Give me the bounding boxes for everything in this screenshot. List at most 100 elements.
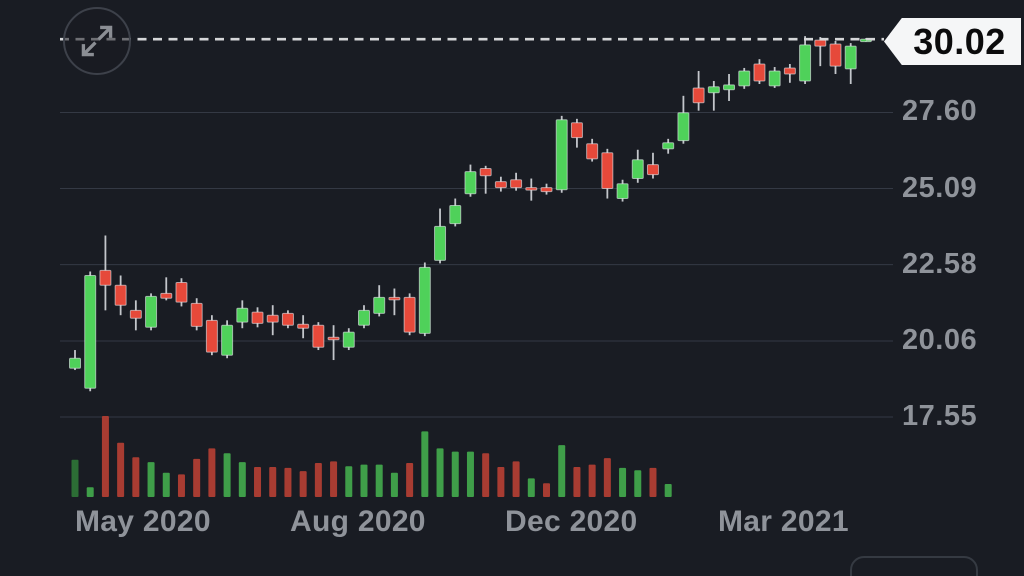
candle-down[interactable] <box>297 323 310 329</box>
volume-bar[interactable] <box>375 464 383 497</box>
candle-down[interactable] <box>251 311 264 324</box>
candle-up[interactable] <box>616 183 629 200</box>
candle-down[interactable] <box>114 284 127 306</box>
candle-up[interactable] <box>631 159 644 180</box>
bottom-right-partial-button[interactable] <box>850 556 978 576</box>
candle-up[interactable] <box>464 171 477 195</box>
volume-bar[interactable] <box>588 464 596 497</box>
volume-bar[interactable] <box>86 487 94 497</box>
candle-down[interactable] <box>175 281 188 303</box>
candle-up[interactable] <box>236 307 249 323</box>
y-axis-tick-label: 27.60 <box>902 95 978 128</box>
candle-down[interactable] <box>327 336 340 341</box>
candle-up[interactable] <box>342 331 355 348</box>
candle-down[interactable] <box>814 39 827 47</box>
volume-bar[interactable] <box>238 462 246 497</box>
candle-down[interactable] <box>99 269 112 286</box>
volume-bar[interactable] <box>208 448 216 497</box>
candle-down[interactable] <box>205 319 218 353</box>
candle-down[interactable] <box>601 152 614 190</box>
volume-bar[interactable] <box>634 470 642 497</box>
candle-down[interactable] <box>403 296 416 333</box>
expand-arrows-icon <box>81 25 113 57</box>
candle-up[interactable] <box>844 45 857 70</box>
volume-bar[interactable] <box>466 451 474 497</box>
expand-button[interactable] <box>63 7 131 75</box>
volume-bar[interactable] <box>269 467 277 497</box>
candle-down[interactable] <box>281 312 294 326</box>
candle-down[interactable] <box>570 122 583 139</box>
volume-bar[interactable] <box>330 461 338 497</box>
volume-bar[interactable] <box>254 467 262 497</box>
volume-bar[interactable] <box>162 472 170 497</box>
candle-up[interactable] <box>738 70 751 87</box>
candle-up[interactable] <box>707 86 720 94</box>
candle-down[interactable] <box>388 296 401 301</box>
volume-bar[interactable] <box>147 462 155 497</box>
candle-down[interactable] <box>312 324 325 348</box>
candle-up[interactable] <box>434 225 447 261</box>
candle-up[interactable] <box>677 112 690 142</box>
volume-bar[interactable] <box>299 471 307 497</box>
candle-down[interactable] <box>540 187 553 193</box>
volume-bar[interactable] <box>117 442 125 497</box>
candle-down[interactable] <box>646 164 659 176</box>
volume-bar[interactable] <box>512 461 520 497</box>
candle-up[interactable] <box>555 119 568 191</box>
candle-up[interactable] <box>145 295 158 328</box>
volume-bar[interactable] <box>527 478 535 497</box>
candle-down[interactable] <box>494 181 507 189</box>
volume-bar[interactable] <box>649 467 657 497</box>
candle-down[interactable] <box>586 143 599 160</box>
candle-up[interactable] <box>799 44 812 82</box>
volume-bar[interactable] <box>543 483 551 497</box>
volume-bar[interactable] <box>177 474 185 497</box>
volume-bar[interactable] <box>497 467 505 497</box>
y-axis-tick-label: 25.09 <box>902 171 978 204</box>
volume-bar[interactable] <box>223 453 231 497</box>
current-price-tag: 30.02 <box>884 18 1021 65</box>
candle-up[interactable] <box>418 266 431 334</box>
candle-down[interactable] <box>479 168 492 177</box>
volume-bar[interactable] <box>390 472 398 497</box>
volume-bar[interactable] <box>193 458 201 497</box>
volume-bar[interactable] <box>406 462 414 497</box>
candle-down[interactable] <box>160 292 173 299</box>
volume-bar[interactable] <box>421 431 429 497</box>
volume-bar[interactable] <box>573 467 581 497</box>
candle-up[interactable] <box>449 205 462 225</box>
volume-bar[interactable] <box>558 445 566 497</box>
candle-down[interactable] <box>129 309 142 319</box>
candle-up[interactable] <box>662 142 675 150</box>
candle-up[interactable] <box>723 84 736 91</box>
volume-bar[interactable] <box>101 416 109 497</box>
candle-up[interactable] <box>357 309 370 326</box>
volume-bar[interactable] <box>482 453 490 497</box>
volume-bar[interactable] <box>314 462 322 497</box>
volume-bar[interactable] <box>284 467 292 497</box>
volume-bar[interactable] <box>664 484 672 497</box>
candle-down[interactable] <box>692 87 705 104</box>
candle-down[interactable] <box>829 43 842 67</box>
candle-down[interactable] <box>510 179 523 189</box>
volume-bar[interactable] <box>345 466 353 497</box>
candle-down[interactable] <box>266 314 279 323</box>
candle-up[interactable] <box>373 296 386 314</box>
volume-bar[interactable] <box>451 451 459 497</box>
candle-up[interactable] <box>69 357 81 369</box>
candle-up[interactable] <box>84 274 97 389</box>
volume-bar[interactable] <box>603 458 611 497</box>
volume-bar[interactable] <box>71 459 79 497</box>
candle-down[interactable] <box>525 187 538 191</box>
volume-bar[interactable] <box>360 464 368 497</box>
candle-down[interactable] <box>783 67 796 75</box>
candle-up[interactable] <box>768 70 781 87</box>
volume-bar[interactable] <box>436 448 444 497</box>
candle-down[interactable] <box>190 302 203 327</box>
candle-up[interactable] <box>221 324 234 356</box>
volume-bar[interactable] <box>619 467 627 497</box>
candle-down[interactable] <box>753 63 766 82</box>
volume-bar[interactable] <box>132 457 140 497</box>
y-axis-tick-label: 22.58 <box>902 247 978 280</box>
